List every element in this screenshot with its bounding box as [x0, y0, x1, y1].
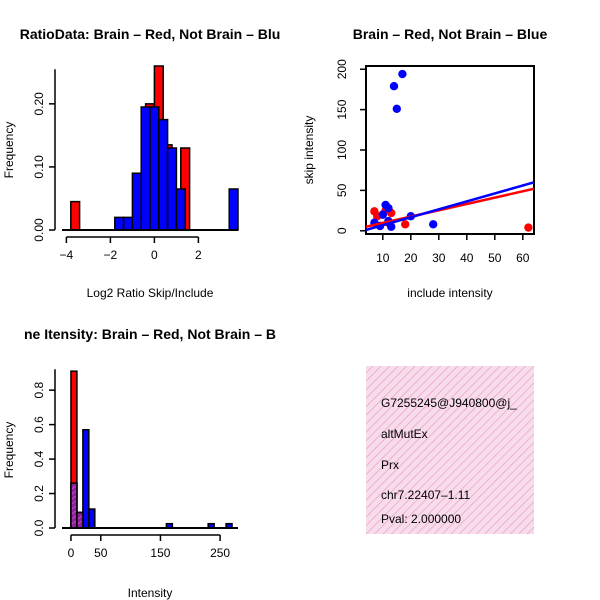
intensity-hist-overlap-hatch: [71, 490, 77, 495]
intensity-hist-x-tick-label: 50: [94, 546, 108, 560]
intensity-hist-overlap-hatch: [77, 515, 83, 520]
intensity-hist-overlap-hatch: [71, 520, 77, 525]
scatter-x-tick-label: 60: [516, 251, 530, 265]
intensity-hist-x-tick-label: 250: [210, 546, 230, 560]
intensity-hist-y-tick-label: 0.6: [32, 416, 46, 433]
info-pval: Pval: 2.000000: [381, 512, 461, 526]
scatter-xlabel: include intensity: [407, 286, 492, 300]
ratio-hist-notbrain-bar-3: [140, 106, 151, 231]
info-location: chr7.22407–1.11: [381, 488, 471, 502]
scatter-x-tick-label: 30: [432, 251, 446, 265]
scatter-point-blue-4: [384, 203, 393, 213]
ratio-hist-notbrain-bar-0: [114, 216, 125, 231]
scatter-y-tick-label: 0: [335, 227, 349, 234]
intensity-hist-overlap-hatch: [71, 510, 77, 515]
scatter-y-tick-label: 200: [335, 59, 349, 79]
ratio-hist-xlabel: Log2 Ratio Skip/Include: [87, 286, 214, 300]
intensity-hist-x-tick-label: 150: [150, 546, 170, 560]
ratio-hist-plot: −4 −2 0 2 0.00 0.10 0.20: [32, 65, 239, 262]
scatter-y-tick-label: 100: [335, 140, 349, 160]
scatter-point-red-7: [401, 220, 410, 229]
ratio-hist-x-tick-label: −2: [104, 248, 118, 262]
ratio-hist-brain-bar-0: [70, 200, 81, 231]
intensity-hist-x-tick-label: 0: [68, 546, 75, 560]
intensity-hist-overlap-hatch: [71, 515, 77, 520]
scatter-point-blue-8: [398, 69, 407, 79]
intensity-hist-title: ne Itensity: Brain – Red, Not Brain – B: [24, 326, 276, 342]
ratio-hist-notbrain-bar-6: [166, 147, 178, 231]
ratio-hist-x-tick-label: 0: [151, 248, 158, 262]
ratio-hist-ylabel: Frequency: [2, 122, 16, 179]
info-event-type: altMutEx: [381, 427, 428, 441]
scatter-ylabel: skip intensity: [302, 116, 316, 185]
intensity-hist-overlap-hatch: [71, 485, 77, 490]
ratio-hist-title: RatioData: Brain – Red, Not Brain – Blu: [20, 26, 281, 42]
scatter-x-tick-label: 40: [460, 251, 474, 265]
ratio-hist-notbrain-bar-5: [158, 118, 169, 231]
ratio-hist-notbrain-bar-1: [122, 216, 134, 231]
ratio-hist-notbrain-bar-7: [175, 188, 186, 231]
intensity-hist-overlap-hatch: [77, 520, 83, 525]
info-box-hatching: [366, 366, 534, 534]
intensity-hist-overlap-hatch: [71, 500, 77, 505]
ratio-hist-notbrain-bar-8: [228, 188, 239, 231]
scatter-panel: Brain – Red, Not Brain – Blue include in…: [302, 26, 547, 300]
scatter-x-tick-label: 50: [488, 251, 502, 265]
info-panel: G7255245@J940800@j_ altMutEx Prx chr7.22…: [366, 366, 534, 534]
info-probe-id: G7255245@J940800@j_: [381, 396, 517, 410]
ratio-hist-x-tick-label: 2: [195, 248, 202, 262]
intensity-hist-overlap-hatch: [71, 495, 77, 500]
scatter-fit-line-red: [366, 187, 534, 228]
intensity-hist-y-tick-label: 0.2: [32, 485, 46, 502]
scatter-point-blue-7: [392, 104, 401, 114]
intensity-hist-notbrain-bar-2: [82, 429, 90, 529]
scatter-y-tick-label: 150: [335, 99, 349, 119]
intensity-hist-notbrain-bar-3: [88, 508, 96, 529]
scatter-title: Brain – Red, Not Brain – Blue: [353, 26, 548, 42]
ratio-hist-y-tick-label: 0.20: [32, 92, 46, 116]
scatter-plot: 10 20 30 40 50 60 0 50 100 150 200: [335, 59, 535, 265]
scatter-point-blue-2: [378, 210, 387, 219]
scatter-points: [366, 69, 534, 232]
ratio-hist-x-tick-label: −4: [60, 248, 74, 262]
intensity-hist-overlap-bar-1: [76, 511, 84, 529]
info-gene-name: Prx: [381, 458, 399, 472]
ratio-hist-y-tick-label: 0.00: [32, 218, 46, 242]
intensity-hist-xlabel: Intensity: [128, 586, 173, 600]
ratio-hist-y-tick-label: 0.10: [32, 155, 46, 179]
ratio-hist-notbrain-bar-2: [131, 172, 142, 231]
scatter-point-red-8: [524, 223, 533, 232]
scatter-x-tick-label: 20: [404, 251, 418, 265]
ratio-histogram-panel: RatioData: Brain – Red, Not Brain – Blu …: [2, 26, 280, 300]
intensity-hist-y-tick-label: 0.0: [32, 519, 46, 536]
scatter-point-blue-6: [389, 81, 399, 91]
scatter-fit-line-blue: [366, 181, 534, 232]
intensity-hist-ylabel: Frequency: [2, 422, 16, 479]
scatter-y-tick-label: 50: [335, 183, 349, 197]
scatter-point-blue-10: [429, 220, 438, 229]
intensity-hist-plot: 0 50 150 250 0.0 0.2 0.4 0.6 0.8: [32, 369, 238, 560]
ratio-hist-notbrain-bar-4: [149, 106, 160, 231]
scatter-x-tick-label: 10: [376, 251, 390, 265]
intensity-hist-overlap-hatch: [71, 505, 77, 510]
intensity-hist-y-tick-label: 0.8: [32, 381, 46, 398]
intensity-hist-y-tick-label: 0.4: [32, 450, 46, 467]
intensity-histogram-panel: ne Itensity: Brain – Red, Not Brain – B …: [2, 326, 276, 600]
